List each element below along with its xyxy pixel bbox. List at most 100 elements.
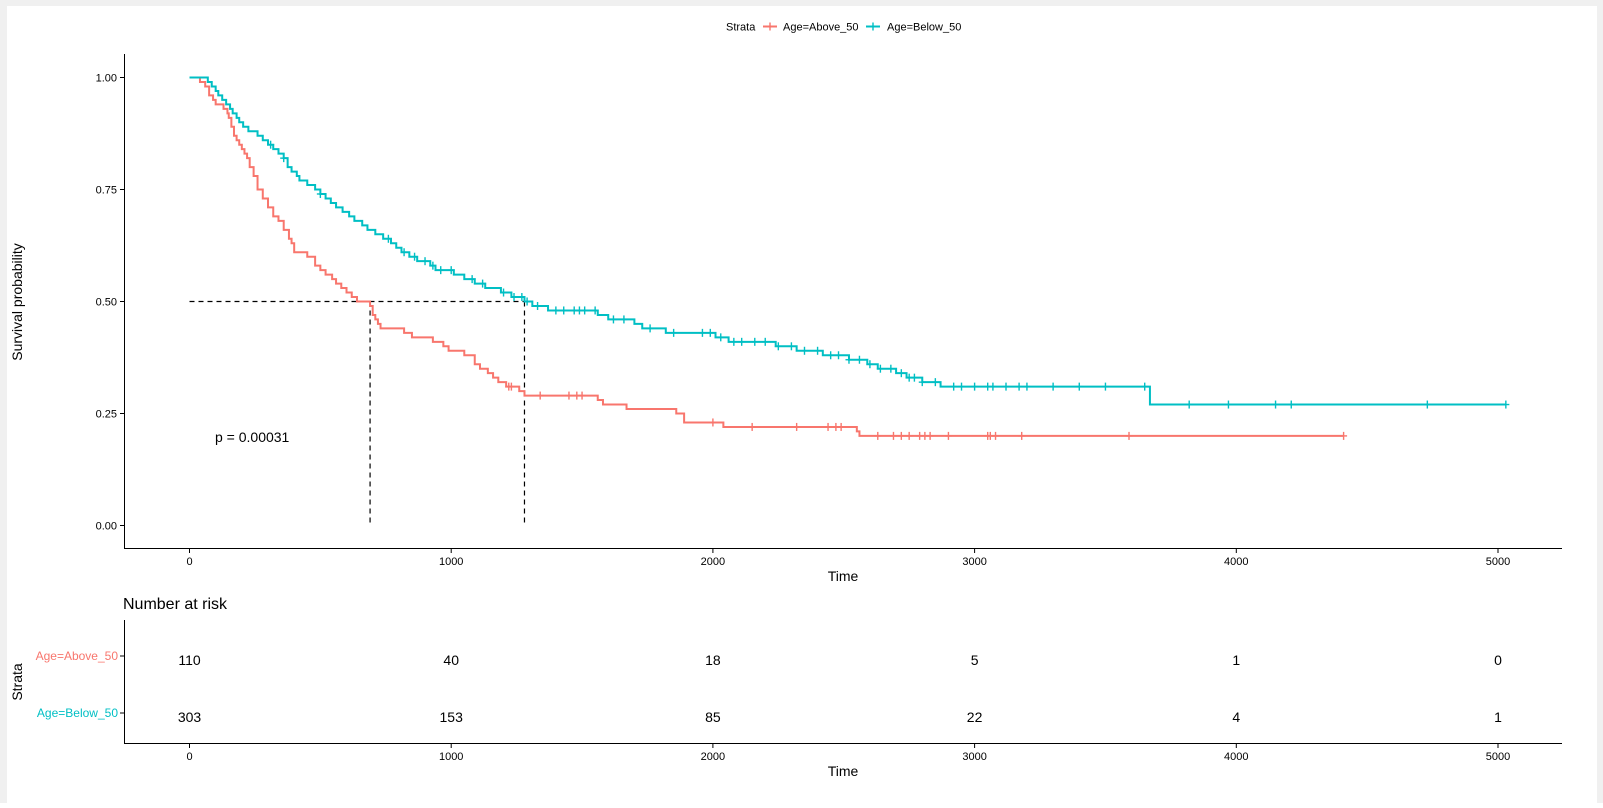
risk-count: 153 xyxy=(440,709,464,725)
censor-mark xyxy=(591,306,599,315)
censor-mark xyxy=(926,431,934,440)
risk-count: 22 xyxy=(967,709,983,725)
censor-mark xyxy=(421,257,429,266)
risk-x-tick-label: 4000 xyxy=(1224,751,1248,763)
y-ticks: 0.00 0.25 0.50 0.75 1.00 xyxy=(96,73,125,533)
censor-mark xyxy=(1101,382,1109,391)
censor-mark xyxy=(751,337,759,346)
figure-page: Strata Age=Above_50 Age=Below_50 0.00 0.2… xyxy=(7,6,1597,803)
censor-mark xyxy=(845,355,853,364)
risk-x-tick-label: 0 xyxy=(186,751,192,763)
censor-mark xyxy=(887,364,895,373)
censor-mark xyxy=(698,328,706,337)
censor-mark xyxy=(787,342,795,351)
censor-mark xyxy=(837,422,845,431)
censor-mark xyxy=(989,382,997,391)
censor-mark xyxy=(1015,382,1023,391)
y-tick-label: 0.50 xyxy=(96,297,117,309)
censor-mark xyxy=(958,382,966,391)
censor-mark xyxy=(280,154,288,163)
survival-curves xyxy=(189,76,1510,440)
censor-mark xyxy=(730,337,738,346)
censor-mark xyxy=(774,342,782,351)
censor-mark xyxy=(507,382,515,391)
censor-mark xyxy=(437,266,445,275)
censor-mark xyxy=(400,248,408,257)
censor-mark xyxy=(824,422,832,431)
censor-mark xyxy=(500,288,508,297)
censor-mark xyxy=(560,306,568,315)
censor-mark xyxy=(1023,382,1031,391)
censor-mark xyxy=(1141,382,1149,391)
censor-mark xyxy=(738,337,746,346)
x-tick-label: 1000 xyxy=(439,556,463,568)
censor-mark xyxy=(944,431,952,440)
censor-mark xyxy=(1340,431,1348,440)
risk-count: 5 xyxy=(971,652,979,668)
censor-mark xyxy=(931,378,939,387)
risk-table-x-ticks: 0 1000 2000 3000 4000 5000 xyxy=(186,743,1510,763)
x-ticks: 0 1000 2000 3000 4000 5000 xyxy=(186,548,1510,568)
legend: Strata Age=Above_50 Age=Below_50 xyxy=(726,22,961,34)
risk-count: 0 xyxy=(1494,652,1502,668)
censor-mark xyxy=(536,391,544,400)
censor-mark xyxy=(581,306,589,315)
censor-mark xyxy=(1075,382,1083,391)
censor-mark xyxy=(918,378,926,387)
risk-table-y-label: Strata xyxy=(9,663,25,701)
censor-mark xyxy=(971,382,979,391)
censor-mark xyxy=(761,337,769,346)
risk-count: 1 xyxy=(1494,709,1502,725)
censor-mark xyxy=(646,324,654,333)
risk-count: 1 xyxy=(1232,652,1240,668)
censor-mark xyxy=(897,431,905,440)
censor-mark xyxy=(793,422,801,431)
censor-mark xyxy=(748,422,756,431)
censor-mark xyxy=(552,306,560,315)
risk-count: 110 xyxy=(178,652,201,668)
risk-x-tick-label: 1000 xyxy=(439,751,463,763)
censor-mark xyxy=(889,431,897,440)
legend-label-above50: Age=Above_50 xyxy=(783,22,859,34)
censor-mark xyxy=(534,301,542,310)
censor-mark xyxy=(565,391,573,400)
median-survival-lines xyxy=(189,300,526,526)
censor-mark xyxy=(267,140,275,149)
censor-mark xyxy=(866,360,874,369)
censor-mark xyxy=(717,333,725,342)
censor-mark xyxy=(874,431,882,440)
risk-table-title: Number at risk xyxy=(123,596,228,613)
censor-mark xyxy=(1287,400,1295,409)
censor-mark xyxy=(447,266,455,275)
censor-mark xyxy=(578,391,586,400)
risk-count: 85 xyxy=(705,709,721,725)
censor-mark xyxy=(855,355,863,364)
censor-mark xyxy=(835,351,843,360)
censor-mark xyxy=(1224,400,1232,409)
legend-title: Strata xyxy=(726,22,756,34)
censor-mark xyxy=(620,315,628,324)
p-value-annotation: p = 0.00031 xyxy=(215,429,290,445)
censor-mark xyxy=(670,328,678,337)
x-tick-label: 3000 xyxy=(962,556,986,568)
x-axis-label: Time xyxy=(828,568,859,584)
censor-mark xyxy=(1502,400,1510,409)
y-tick-label: 1.00 xyxy=(96,73,117,85)
risk-count: 40 xyxy=(443,652,459,668)
survival-curve-above50 xyxy=(189,76,1344,437)
risk-x-tick-label: 5000 xyxy=(1486,751,1510,763)
risk-row-label: Age=Below_50 xyxy=(37,706,118,720)
censor-mark xyxy=(1185,400,1193,409)
censor-mark xyxy=(800,346,808,355)
censor-mark xyxy=(384,234,392,243)
x-tick-label: 5000 xyxy=(1486,556,1510,568)
risk-x-tick-label: 2000 xyxy=(701,751,725,763)
x-tick-label: 0 xyxy=(186,556,192,568)
censor-mark xyxy=(910,373,918,382)
risk-row-label: Age=Above_50 xyxy=(36,649,119,663)
censor-mark xyxy=(876,364,884,373)
legend-entry-above50: Age=Above_50 xyxy=(763,22,859,34)
censor-mark xyxy=(479,279,487,288)
censor-mark xyxy=(429,261,437,270)
